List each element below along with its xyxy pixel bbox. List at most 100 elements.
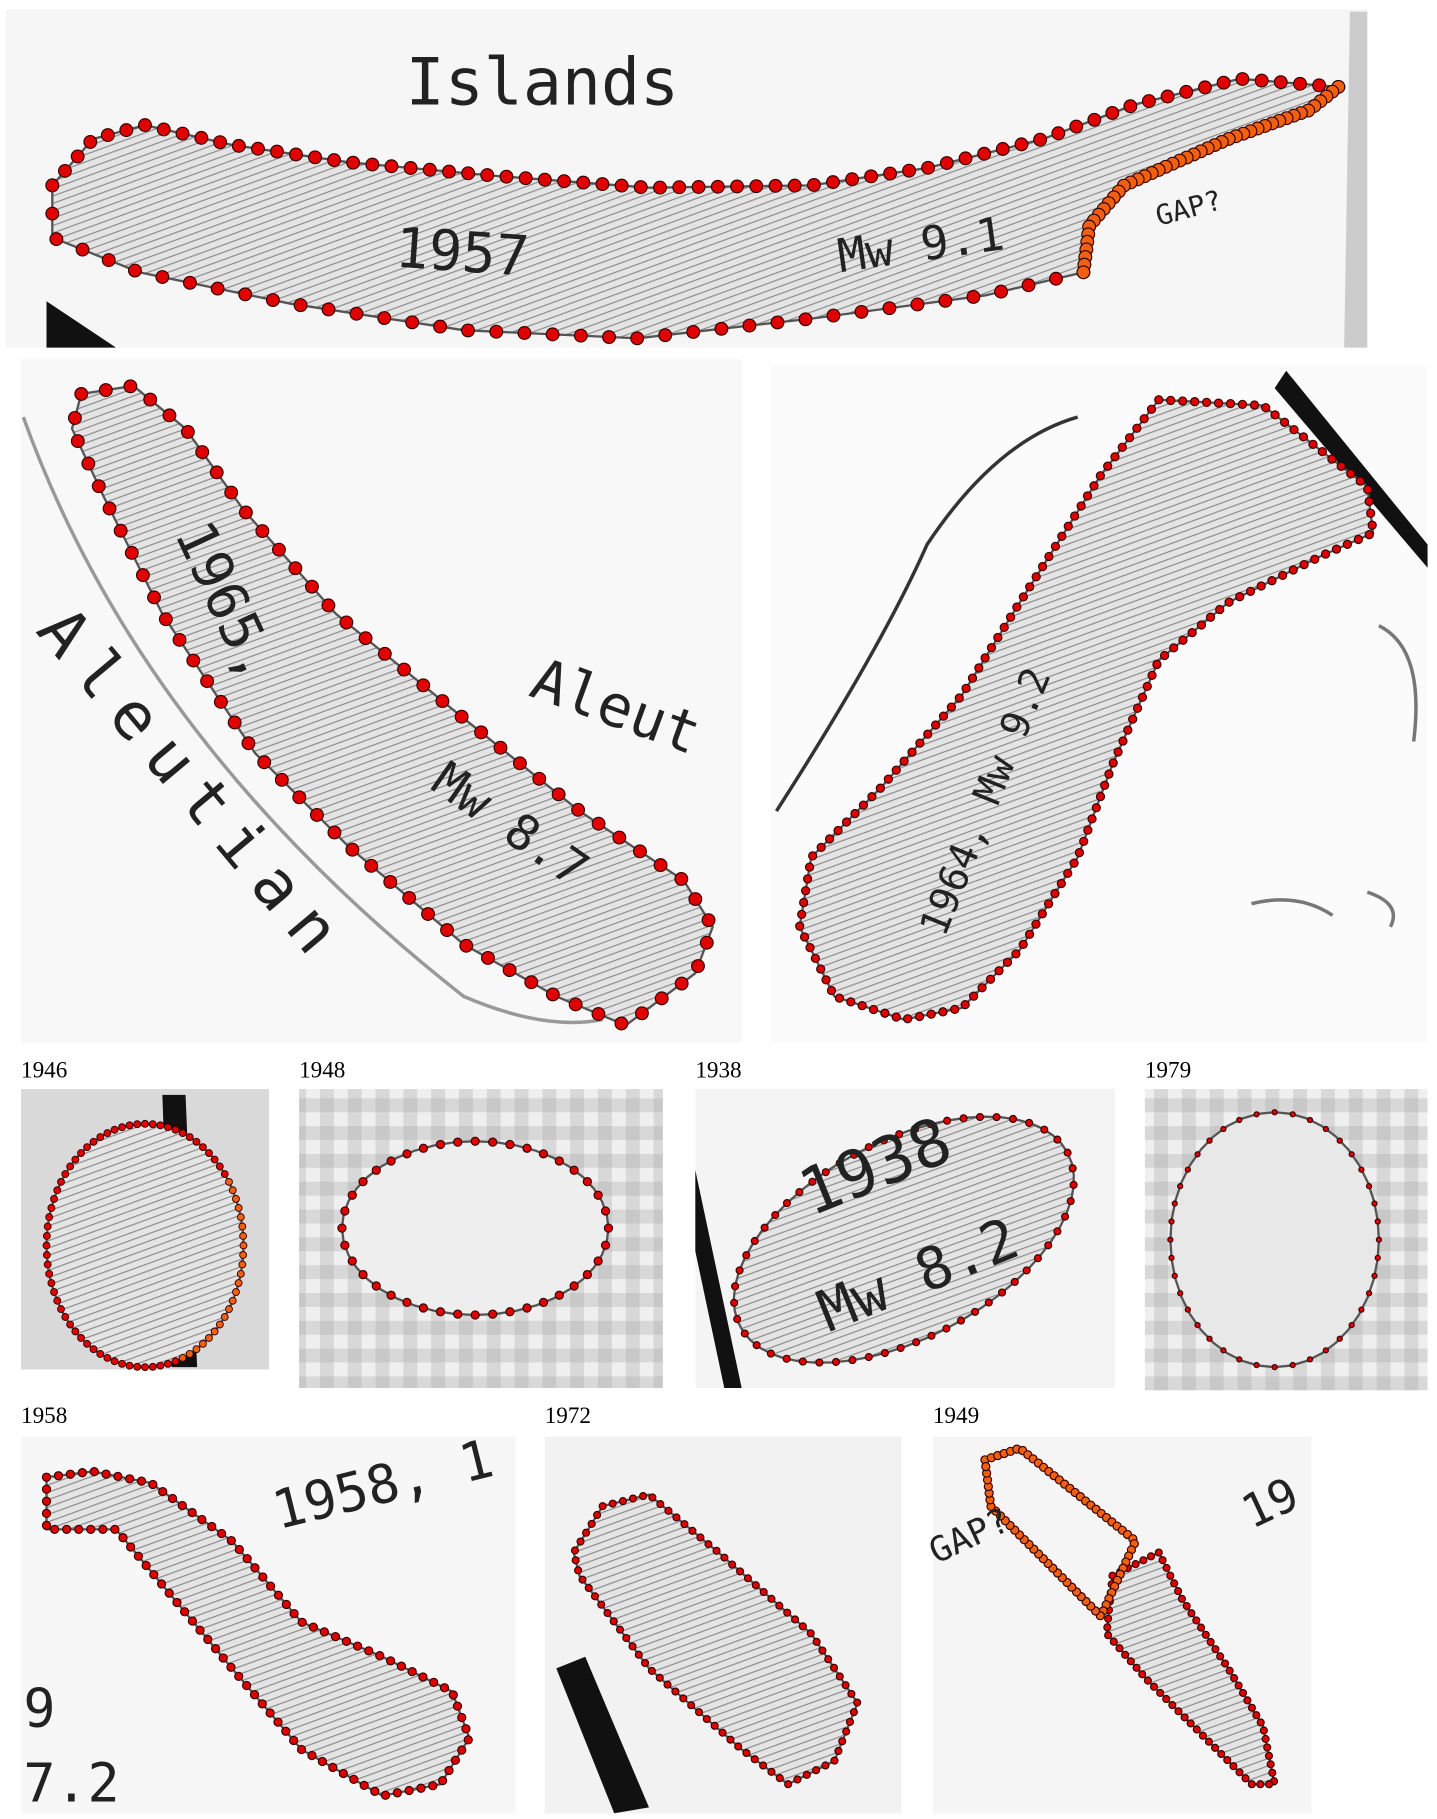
trace-point [1367, 509, 1375, 517]
trace-point [164, 1360, 171, 1367]
trace-point [1205, 1738, 1212, 1745]
trace-point [1077, 266, 1090, 279]
trace-point [813, 1638, 820, 1645]
trace-point [193, 1346, 200, 1353]
trace-point [927, 1010, 935, 1018]
trace-point [972, 1308, 979, 1315]
trace-point [1199, 1732, 1206, 1739]
trace-point [977, 1114, 984, 1121]
trace-point [1096, 792, 1104, 800]
trace-point [796, 922, 804, 930]
trace-point [1235, 1682, 1242, 1689]
trace-point [101, 129, 114, 142]
trace-point [67, 1321, 74, 1328]
trace-point [555, 1291, 563, 1299]
trace-point [1010, 1115, 1017, 1122]
trace-point [289, 562, 302, 575]
trace-point [1088, 815, 1096, 823]
trace-point [163, 409, 176, 422]
trace-point [149, 1121, 156, 1128]
trace-point [1264, 1744, 1271, 1751]
trace-point [962, 684, 970, 692]
trace-point [1183, 1603, 1190, 1610]
trace-point [97, 1134, 104, 1141]
trace-point [865, 1354, 872, 1361]
trace-point [788, 179, 801, 192]
trace-point [850, 1709, 857, 1716]
trace-point [571, 1547, 578, 1554]
trace-point [119, 1534, 127, 1542]
trace-point [806, 863, 814, 871]
trace-point [1058, 532, 1066, 540]
trace-point [417, 1784, 425, 1792]
trace-point [615, 179, 628, 192]
trace-point [1359, 1167, 1364, 1172]
trace-point [1240, 1689, 1247, 1696]
trace-point [232, 1289, 239, 1296]
trace-point [1172, 1273, 1177, 1278]
trace-point [1111, 453, 1119, 461]
trace-point [1161, 90, 1174, 103]
trace-point [1349, 1152, 1354, 1157]
trace-point [372, 1166, 380, 1174]
trace-point [90, 1138, 97, 1145]
trace-point [372, 1282, 380, 1290]
trace-point [897, 1345, 904, 1352]
trace-point [172, 1126, 179, 1133]
trace-point [514, 757, 527, 770]
trace-point [1311, 555, 1319, 563]
trace-point [78, 1150, 85, 1157]
trace-point [631, 332, 644, 345]
trace-point [1267, 1761, 1274, 1768]
trace-point [846, 173, 859, 186]
trace-point [876, 784, 884, 792]
trace-point [157, 123, 170, 136]
trace-point [1080, 837, 1088, 845]
trace-point [1105, 1615, 1112, 1622]
trace-point [43, 1252, 50, 1259]
trace-point [90, 1346, 97, 1353]
trace-point [137, 1477, 145, 1485]
trace-point [892, 1013, 900, 1021]
trace-point [574, 329, 587, 342]
trace-point [1038, 910, 1046, 918]
trace-point [406, 316, 419, 329]
trace-point [239, 1223, 246, 1230]
trace-point [436, 1140, 444, 1148]
trace-point [204, 1635, 212, 1643]
trace-point [82, 457, 95, 470]
trace-point [1172, 1201, 1177, 1206]
trace-point [572, 1557, 579, 1564]
trace-point [211, 1645, 219, 1653]
trace-point [743, 319, 756, 332]
trace-point [1052, 127, 1065, 140]
trace-point [119, 1360, 126, 1367]
trace-point [1144, 1677, 1151, 1684]
trace-point [458, 1713, 466, 1721]
trace-point [523, 1304, 531, 1312]
trace-point [1193, 1726, 1200, 1733]
trace-point [583, 1271, 591, 1279]
trace-point [575, 1567, 582, 1574]
trace-point [441, 924, 454, 937]
trace-point [1367, 1291, 1372, 1296]
trace-point [62, 1314, 69, 1321]
trace-point [847, 1718, 854, 1725]
trace-point [439, 1777, 447, 1785]
trace-point [835, 994, 843, 1002]
trace-point [490, 325, 503, 338]
trace-point [831, 1664, 838, 1671]
trace-point [500, 170, 513, 183]
trace-point [833, 1358, 840, 1365]
trace-point [350, 1775, 358, 1783]
trace-point [689, 893, 702, 906]
trace-point [617, 1626, 624, 1633]
panel-title: 1958 [21, 1403, 67, 1429]
trace-point [290, 1736, 298, 1744]
trace-point [1272, 1110, 1277, 1115]
trace-point [903, 164, 916, 177]
trace-point [865, 170, 878, 183]
trace-point [148, 591, 161, 604]
trace-point [208, 1523, 216, 1531]
trace-point [1169, 1702, 1176, 1709]
